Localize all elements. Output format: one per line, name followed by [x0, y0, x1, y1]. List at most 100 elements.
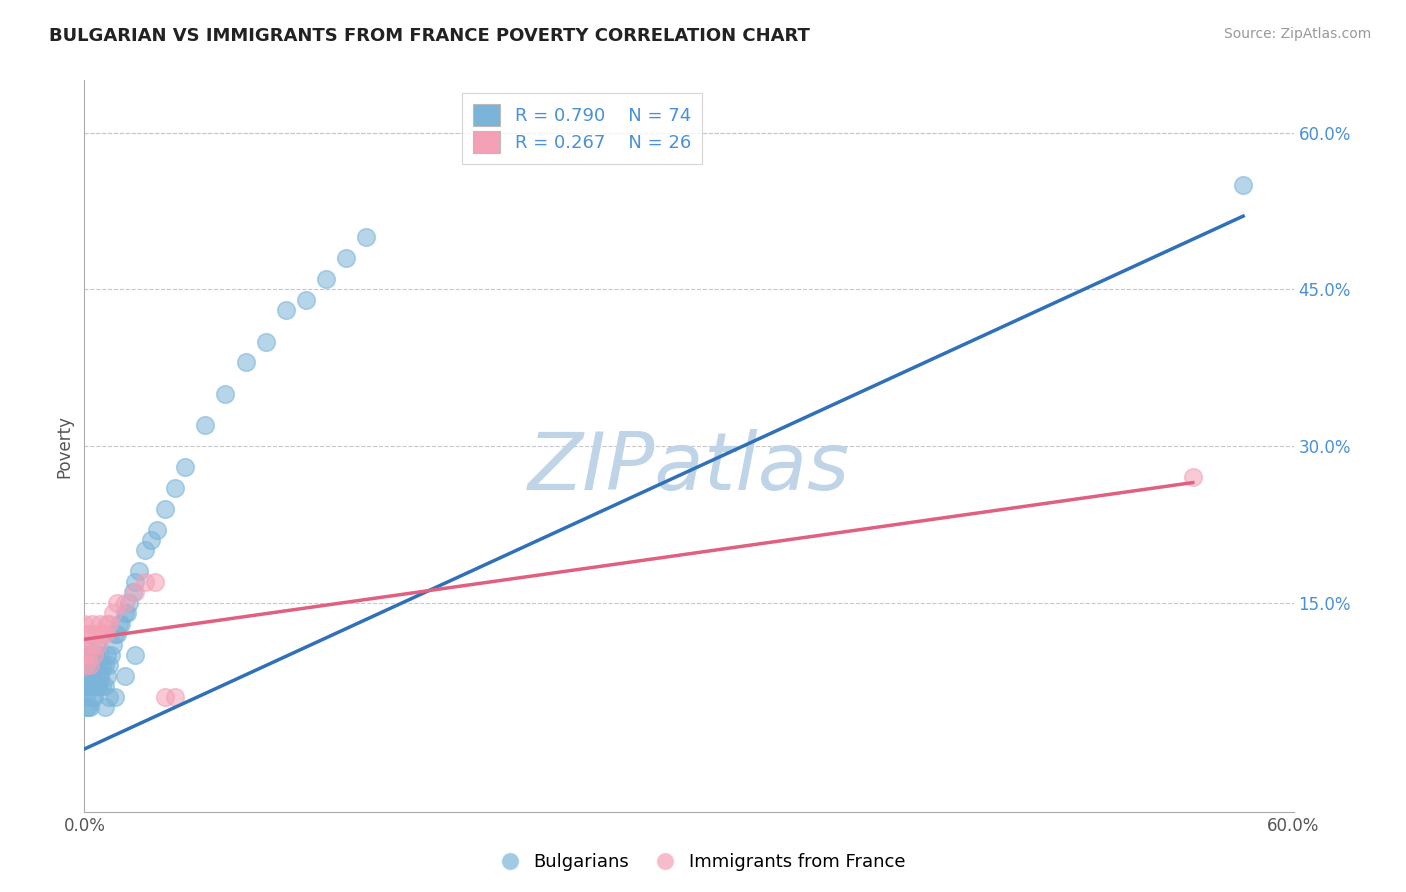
Point [1181, 470, 1204, 484]
Point [114, 669, 136, 683]
Point [96, 669, 118, 683]
Point [82, 616, 104, 631]
Point [110, 616, 132, 631]
Point [91, 658, 114, 673]
Point [121, 585, 143, 599]
Point [146, 523, 169, 537]
Point [134, 543, 156, 558]
Point [295, 293, 318, 307]
Point [315, 272, 337, 286]
Point [75, 690, 97, 704]
Point [79, 648, 101, 662]
Point [97, 690, 120, 704]
Point [79, 700, 101, 714]
Point [75, 638, 97, 652]
Point [235, 355, 257, 369]
Point [1232, 178, 1254, 192]
Point [82, 638, 104, 652]
Point [124, 648, 146, 662]
Point [73, 648, 96, 662]
Point [73, 658, 96, 673]
Point [335, 251, 357, 265]
Point [93, 627, 115, 641]
Point [87, 638, 110, 652]
Point [87, 679, 110, 693]
Point [75, 700, 97, 714]
Point [128, 565, 150, 579]
Point [97, 658, 120, 673]
Point [105, 596, 128, 610]
Point [96, 648, 118, 662]
Point [73, 616, 96, 631]
Point [118, 596, 141, 610]
Point [101, 638, 124, 652]
Point [77, 700, 100, 714]
Point [114, 606, 136, 620]
Point [104, 690, 127, 704]
Text: ZIPatlas: ZIPatlas [527, 429, 851, 507]
Point [79, 679, 101, 693]
Point [86, 648, 108, 662]
Point [165, 481, 187, 495]
Point [124, 585, 146, 599]
Point [83, 690, 105, 704]
Point [87, 679, 110, 693]
Point [77, 648, 100, 662]
Point [82, 658, 104, 673]
Point [165, 690, 187, 704]
Legend: Bulgarians, Immigrants from France: Bulgarians, Immigrants from France [494, 847, 912, 879]
Point [86, 679, 108, 693]
Point [83, 679, 105, 693]
Point [214, 386, 236, 401]
Point [77, 627, 100, 641]
Point [254, 334, 277, 349]
Point [89, 648, 111, 662]
Point [91, 679, 114, 693]
Point [101, 606, 124, 620]
Point [73, 679, 96, 693]
Point [114, 596, 136, 610]
Legend: R = 0.790    N = 74, R = 0.267    N = 26: R = 0.790 N = 74, R = 0.267 N = 26 [463, 93, 702, 164]
Point [174, 459, 197, 474]
Point [93, 700, 115, 714]
Point [105, 627, 128, 641]
Point [79, 669, 101, 683]
Point [96, 616, 118, 631]
Point [75, 627, 97, 641]
Point [143, 574, 166, 589]
Text: Source: ZipAtlas.com: Source: ZipAtlas.com [1223, 27, 1371, 41]
Point [87, 638, 110, 652]
Point [124, 574, 146, 589]
Point [91, 627, 114, 641]
Point [82, 690, 104, 704]
Point [83, 648, 105, 662]
Point [79, 658, 101, 673]
Point [82, 669, 104, 683]
Point [89, 669, 111, 683]
Point [86, 627, 108, 641]
Point [356, 230, 378, 244]
Point [153, 501, 176, 516]
Point [139, 533, 162, 547]
Y-axis label: Poverty: Poverty [55, 415, 73, 477]
Point [73, 648, 96, 662]
Point [100, 648, 122, 662]
Point [93, 658, 115, 673]
Point [93, 679, 115, 693]
Point [75, 658, 97, 673]
Point [89, 669, 111, 683]
Point [82, 679, 104, 693]
Point [194, 418, 217, 433]
Point [89, 616, 111, 631]
Point [104, 627, 127, 641]
Text: BULGARIAN VS IMMIGRANTS FROM FRANCE POVERTY CORRELATION CHART: BULGARIAN VS IMMIGRANTS FROM FRANCE POVE… [49, 27, 810, 45]
Point [83, 648, 105, 662]
Point [75, 648, 97, 662]
Point [107, 616, 129, 631]
Point [77, 658, 100, 673]
Point [97, 616, 120, 631]
Point [115, 606, 138, 620]
Point [75, 669, 97, 683]
Point [153, 690, 176, 704]
Point [77, 679, 100, 693]
